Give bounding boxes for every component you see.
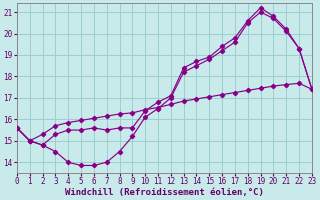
- X-axis label: Windchill (Refroidissement éolien,°C): Windchill (Refroidissement éolien,°C): [65, 188, 264, 197]
